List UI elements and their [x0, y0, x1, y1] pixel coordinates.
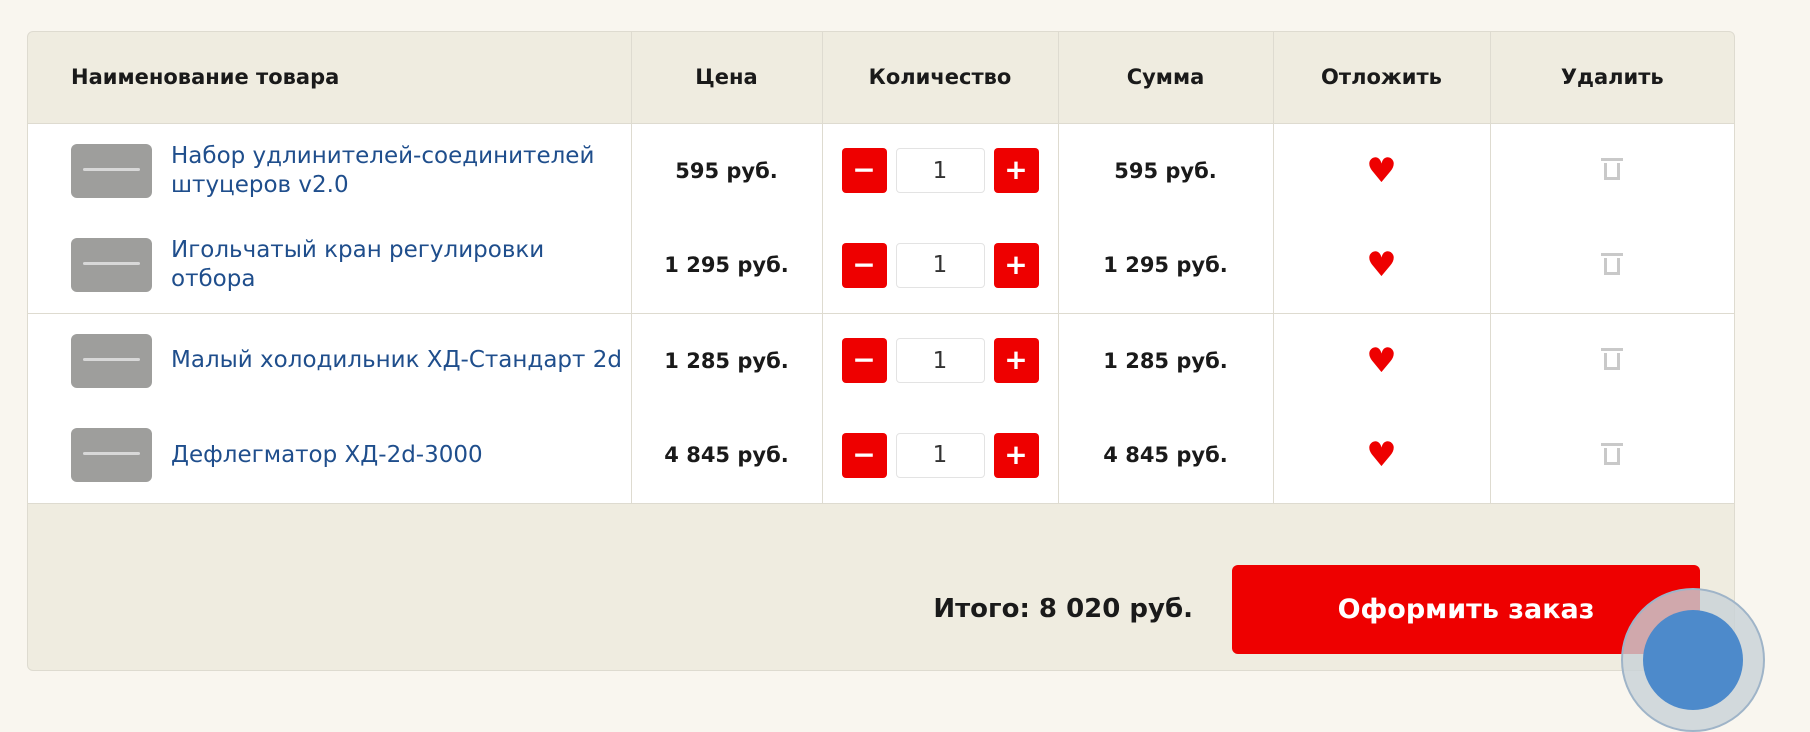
decrease-button[interactable]: − [841, 148, 887, 194]
heart-icon[interactable]: ♥ [1366, 340, 1397, 381]
quantity-stepper: −+ [823, 432, 1058, 478]
quantity-input[interactable] [895, 242, 985, 288]
price: 4 845 руб. [631, 408, 823, 504]
quantity-input[interactable] [895, 148, 985, 194]
quantity-input[interactable] [895, 432, 985, 478]
col-sum: Сумма [1058, 32, 1274, 124]
quantity-stepper: −+ [823, 242, 1058, 288]
total-text: Итого: 8 020 руб. [933, 594, 1193, 624]
col-delete: Удалить [1490, 32, 1734, 124]
quantity-stepper: −+ [823, 338, 1058, 384]
decrease-button[interactable]: − [841, 242, 887, 288]
table-row: Малый холодильник ХД-Стандарт 2d 1 285 р… [28, 313, 1734, 408]
product-thumbnail[interactable] [71, 428, 152, 483]
table-row: Набор удлинителей-соединителей штуцеров … [28, 123, 1734, 218]
decrease-button[interactable]: − [841, 338, 887, 384]
product-link[interactable]: Игольчатый кран регулировки отбора [171, 237, 545, 293]
trash-icon[interactable] [1601, 441, 1624, 465]
product-thumbnail[interactable] [71, 238, 152, 293]
col-postpone: Отложить [1273, 32, 1491, 124]
quantity-input[interactable] [895, 338, 985, 384]
cart-table: Наименование товара Цена Количество Сумм… [28, 32, 1734, 504]
product-thumbnail[interactable] [71, 333, 152, 388]
increase-button[interactable]: + [993, 432, 1039, 478]
cart-footer: Итого: 8 020 руб. Оформить заказ [28, 499, 1734, 670]
sum: 595 руб. [1058, 123, 1274, 218]
col-price: Цена [631, 32, 823, 124]
increase-button[interactable]: + [993, 338, 1039, 384]
product-link[interactable]: Малый холодильник ХД-Стандарт 2d [171, 347, 622, 374]
price: 1 295 руб. [631, 218, 823, 314]
checkout-button[interactable]: Оформить заказ [1232, 565, 1700, 654]
trash-icon[interactable] [1601, 346, 1624, 371]
sum: 4 845 руб. [1058, 408, 1274, 504]
price: 595 руб. [631, 123, 823, 218]
price: 1 285 руб. [631, 313, 823, 408]
increase-button[interactable]: + [993, 148, 1039, 194]
product-link[interactable]: Дефлегматор ХД-2d-3000 [171, 441, 483, 468]
trash-icon[interactable] [1601, 251, 1624, 275]
chat-widget-icon[interactable] [1621, 588, 1765, 732]
product-thumbnail[interactable] [71, 143, 152, 198]
heart-icon[interactable]: ♥ [1366, 150, 1397, 191]
table-row: Дефлегматор ХД-2d-3000 4 845 руб. −+ 4 8… [28, 408, 1734, 504]
heart-icon[interactable]: ♥ [1366, 245, 1397, 286]
col-qty: Количество [822, 32, 1059, 124]
table-row: Игольчатый кран регулировки отбора 1 295… [28, 218, 1734, 314]
sum: 1 295 руб. [1058, 218, 1274, 314]
table-header: Наименование товара Цена Количество Сумм… [28, 32, 1734, 124]
trash-icon[interactable] [1601, 156, 1624, 181]
product-link[interactable]: Набор удлинителей-соединителей штуцеров … [171, 142, 595, 198]
decrease-button[interactable]: − [841, 432, 887, 478]
col-name: Наименование товара [28, 32, 632, 124]
quantity-stepper: −+ [823, 148, 1058, 194]
cart-card: Наименование товара Цена Количество Сумм… [27, 31, 1735, 671]
increase-button[interactable]: + [993, 242, 1039, 288]
heart-icon[interactable]: ♥ [1366, 435, 1397, 476]
sum: 1 285 руб. [1058, 313, 1274, 408]
